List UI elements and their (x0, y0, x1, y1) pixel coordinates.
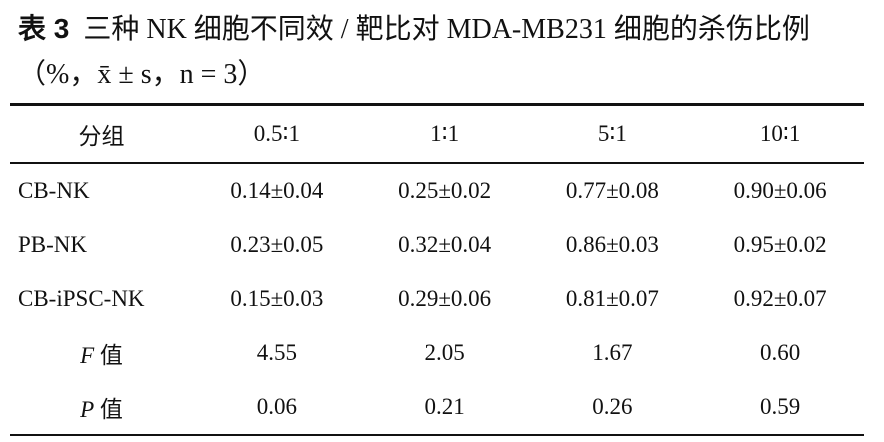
stat-value: 0.06 (256, 394, 297, 419)
value-cell: 0.25±0.02 (398, 178, 492, 203)
value-cell: 0.14±0.04 (230, 178, 324, 203)
group-cell: PB-NK (18, 232, 88, 257)
data-table: 分组 0.5∶1 1∶1 5∶1 10∶1 CB-NK 0.14±0.04 0.25±0.0… (10, 103, 864, 436)
header-cell: 0.5∶1 (253, 121, 300, 146)
value-cell: 0.90±0.06 (733, 178, 827, 203)
caption: 表 3 三种 NK 细胞不同效 / 靶比对 MDA-MB231 细胞的杀伤比例（%… (18, 6, 868, 97)
caption-title: 三种 NK 细胞不同效 / 靶比对 MDA-MB231 细胞的杀伤比例（%，x̄… (18, 14, 810, 90)
stat-value: 0.26 (592, 394, 633, 419)
value-cell: 0.86±0.03 (565, 232, 659, 257)
stat-cell: P 值 (10, 380, 193, 435)
stat-cell: F 值 (10, 326, 193, 380)
stat-symbol: P (80, 397, 95, 422)
value-cell: 0.32±0.04 (398, 232, 492, 257)
stat-value: 0.60 (760, 340, 801, 365)
stat-row: P 值 0.06 0.21 0.26 0.59 (10, 380, 864, 435)
header-cell: 5∶1 (597, 121, 627, 146)
group-cell: CB-NK (18, 178, 90, 203)
group-cell: CB-iPSC-NK (18, 286, 145, 311)
value-cell: 0.81±0.07 (565, 286, 659, 311)
header-cell: 10∶1 (759, 121, 801, 146)
stat-value: 0.21 (424, 394, 465, 419)
stat-value: 1.67 (592, 340, 633, 365)
stat-suffix: 值 (99, 397, 123, 422)
caption-label: 表 3 (18, 13, 70, 44)
header-row: 分组 0.5∶1 1∶1 5∶1 10∶1 (10, 104, 864, 163)
value-cell: 0.29±0.06 (398, 286, 492, 311)
stat-value: 4.55 (256, 340, 297, 365)
value-cell: 0.15±0.03 (230, 286, 324, 311)
value-cell: 0.95±0.02 (733, 232, 827, 257)
stat-value: 0.59 (760, 394, 801, 419)
value-cell: 0.92±0.07 (733, 286, 827, 311)
table-row: CB-NK 0.14±0.04 0.25±0.02 0.77±0.08 0.90±0.0… (10, 163, 864, 218)
header-cell: 分组 (78, 124, 125, 149)
value-cell: 0.77±0.08 (565, 178, 659, 203)
table-body: CB-NK 0.14±0.04 0.25±0.02 0.77±0.08 0.90±0.0… (10, 163, 864, 435)
value-cell: 0.23±0.05 (230, 232, 324, 257)
header-cell: 1∶1 (430, 121, 460, 146)
table-row: PB-NK 0.23±0.05 0.32±0.04 0.86±0.03 0.95±0.0… (10, 218, 864, 272)
stat-suffix: 值 (99, 343, 123, 368)
table-row: CB-iPSC-NK 0.15±0.03 0.29±0.06 0.81±0.07 0.9… (10, 272, 864, 326)
stat-symbol: F (80, 343, 95, 368)
stat-value: 2.05 (424, 340, 465, 365)
stat-row: F 值 4.55 2.05 1.67 0.60 (10, 326, 864, 380)
